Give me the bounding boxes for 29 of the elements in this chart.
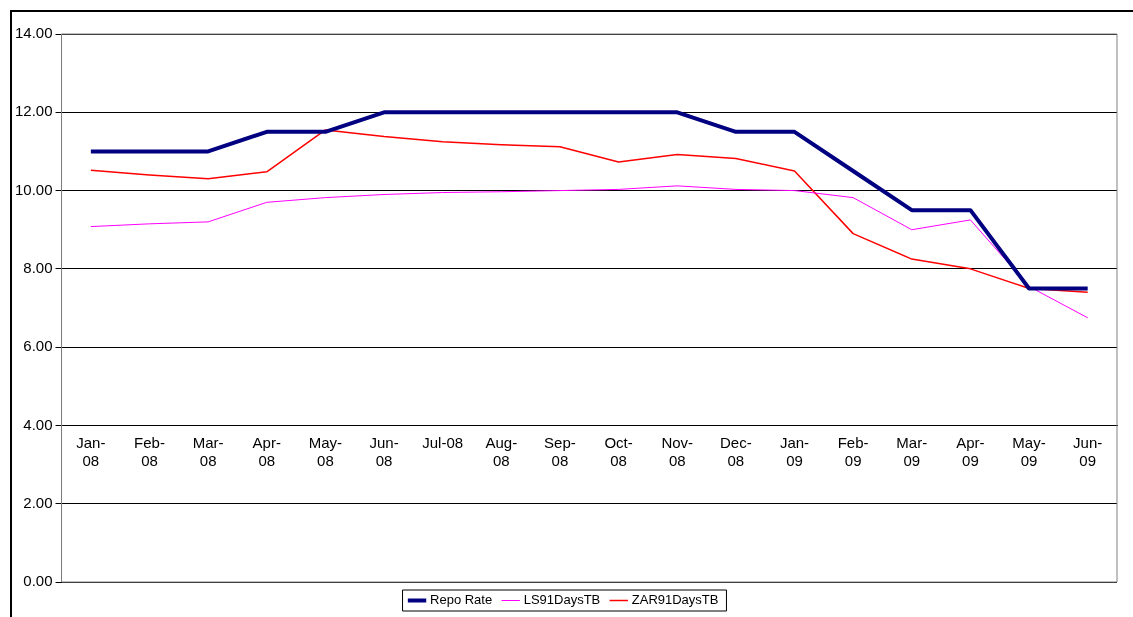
x-tick-label: Sep-08 [544,433,576,469]
y-tick-label: 10.00 [14,180,53,198]
y-tick-label: 6.00 [23,337,53,355]
x-tick-label: May-09 [1012,433,1046,469]
x-tick-label: Feb-09 [837,433,869,469]
legend-label: ZAR91DaysTB [631,592,719,608]
y-tick-label: 14.00 [14,24,53,42]
x-tick-label: Apr-09 [956,433,985,469]
x-tick-label: Nov-08 [661,433,694,469]
x-tick-label: Jan-09 [779,433,810,469]
legend-label: LS91DaysTB [523,592,601,608]
x-tick-label: Mar-09 [896,433,928,469]
x-tick-label: Feb-08 [134,433,165,469]
y-tick-label: 8.00 [23,259,53,276]
x-tick-label: May-08 [308,433,343,469]
y-tick-label: 0.00 [23,572,53,590]
x-tick-label: Dec-08 [720,433,752,469]
x-tick-label: Oct-08 [604,433,633,469]
y-tick-label: 4.00 [23,415,53,433]
x-tick-label: Aug-08 [485,433,518,469]
x-tick-label: Jul-08 [422,433,464,451]
y-tick-label: 2.00 [23,493,53,511]
x-tick-label: Jun-08 [369,433,399,469]
legend-label: Repo Rate [430,592,493,608]
x-tick-label: Apr-08 [252,433,281,469]
x-tick-label: Jan-08 [76,433,106,469]
x-tick-label: Mar-08 [192,433,224,469]
y-tick-label: 12.00 [14,102,53,120]
x-tick-label: Jun-09 [1073,433,1103,469]
